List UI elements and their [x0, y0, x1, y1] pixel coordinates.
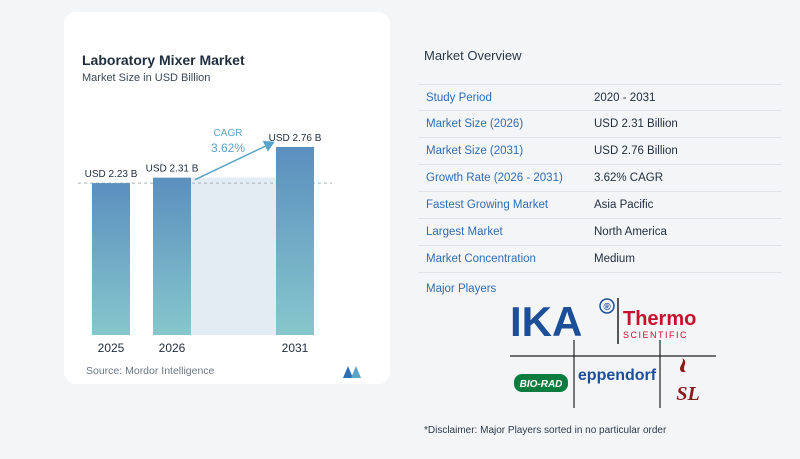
registered-icon [599, 298, 615, 314]
disclaimer: *Disclaimer: Major Players sorted in no … [424, 425, 667, 436]
row-value: Asia Pacific [594, 199, 654, 211]
chart-subtitle: Market Size in USD Billion [82, 72, 211, 84]
major-players-logos: IKA ® Thermo SCIENTIFIC BIO-RAD eppendor… [510, 296, 716, 408]
player-logos: IKA ® Thermo SCIENTIFIC BIO-RAD eppendor… [510, 298, 716, 408]
row-label: Fastest Growing Market [426, 199, 549, 211]
row-label: Market Concentration [426, 253, 536, 265]
bar-chart: USD 2.23 B 2025 USD 2.31 B 2026 USD 2.76 B 20… [78, 128, 332, 355]
overview-row: Largest Market North America [418, 219, 782, 246]
row-value: 2020 - 2031 [594, 91, 656, 104]
row-label: Study Period [426, 91, 492, 104]
bar-2026 [153, 177, 191, 335]
biorad-logo [514, 374, 568, 392]
cagr-label: CAGR [214, 128, 243, 139]
chart-card: Laboratory Mixer Market Market Size in U… [64, 12, 390, 384]
x-tick-2031: 2031 [282, 341, 309, 355]
major-players-label: Major Players [426, 283, 497, 295]
growth-band [191, 177, 276, 335]
mordor-logo-icon [343, 366, 361, 378]
x-tick-2025: 2025 [98, 341, 125, 355]
overview-row: Market Concentration Medium [418, 246, 782, 273]
source-note: Source: Mordor Intelligence [86, 365, 215, 377]
row-label: Market Size (2031) [426, 145, 524, 157]
row-label: Market Size (2026) [426, 118, 524, 130]
overview-row: Market Size (2026) USD 2.31 Billion [418, 111, 782, 138]
overview-row: Study Period 2020 - 2031 [418, 84, 782, 111]
row-value: USD 2.31 Billion [594, 118, 678, 130]
cagr-value: 3.62% [211, 141, 245, 155]
overview-title: Market Overview [424, 48, 522, 63]
row-label: Largest Market [426, 226, 503, 238]
ika-logo: IKA [510, 298, 582, 345]
biorad-text: BIO-RAD [520, 379, 563, 390]
thermo-logo: Thermo [623, 308, 696, 330]
overview-row: Fastest Growing Market Asia Pacific [418, 192, 782, 219]
ika-registered-mark: ® [603, 302, 611, 313]
overview-row: Growth Rate (2026 - 2031) 3.62% CAGR [418, 165, 782, 192]
overview-table: Study Period 2020 - 2031 Market Size (202… [418, 84, 782, 273]
row-value: 3.62% CAGR [594, 172, 664, 184]
bar-2031 [276, 147, 314, 335]
cagr-arrow [194, 140, 275, 181]
x-tick-2026: 2026 [159, 341, 186, 355]
scientific-logo: SCIENTIFIC [623, 330, 688, 340]
row-value: North America [594, 226, 667, 238]
row-value: USD 2.76 Billion [594, 145, 678, 157]
sl-flame-icon [680, 358, 686, 372]
data-label-2031: USD 2.76 B [269, 133, 322, 144]
data-label-2025: USD 2.23 B [85, 169, 138, 180]
data-label-2026: USD 2.31 B [146, 164, 199, 175]
eppendorf-logo: eppendorf [578, 367, 657, 384]
row-value: Medium [594, 253, 635, 265]
bar-2025 [92, 183, 130, 335]
sl-logo: SL [676, 383, 699, 405]
chart-title: Laboratory Mixer Market [82, 52, 245, 68]
overview-row: Market Size (2031) USD 2.76 Billion [418, 138, 782, 165]
row-label: Growth Rate (2026 - 2031) [426, 172, 563, 184]
